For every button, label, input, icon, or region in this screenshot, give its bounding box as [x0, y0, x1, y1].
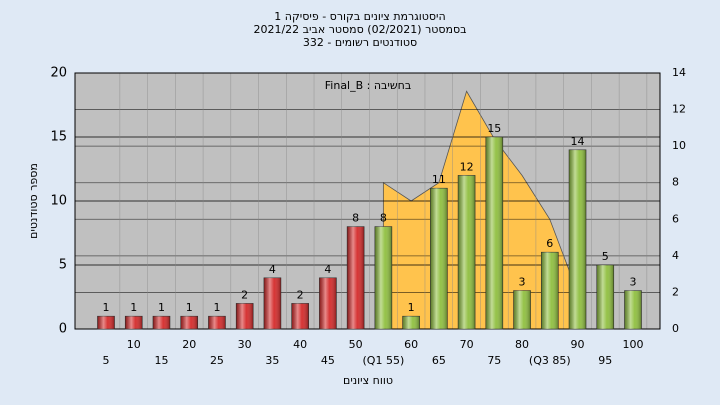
bar-shine [291, 303, 309, 329]
bar-shine [513, 290, 531, 329]
data-label: 1 [103, 301, 110, 314]
y2-tick-label: 14 [672, 66, 686, 79]
data-label: 4 [324, 263, 331, 276]
data-label: 3 [519, 276, 526, 289]
y-tick-label: 10 [50, 194, 67, 209]
bar-shine [263, 277, 281, 329]
data-label: 4 [269, 263, 276, 276]
data-label: 14 [571, 135, 585, 148]
y-axis-label: מספר סטודנטים [27, 163, 40, 239]
bar-shine [374, 226, 392, 329]
data-label: 8 [352, 212, 359, 225]
x-tick-label: 65 [432, 354, 446, 367]
x-tick-label: 5 [103, 354, 110, 367]
bar-shine [347, 226, 365, 329]
data-label: 8 [380, 212, 387, 225]
bar-shine [152, 316, 170, 329]
y2-tick-label: 2 [672, 285, 679, 298]
bar-shine [125, 316, 143, 329]
x-tick-label: 30 [238, 338, 252, 351]
data-label: 1 [213, 301, 220, 314]
data-label: 1 [130, 301, 137, 314]
y-tick-label: 20 [50, 66, 67, 81]
y2-tick-label: 10 [672, 139, 686, 152]
plot-frame [74, 72, 661, 330]
bar-shine [236, 303, 254, 329]
data-label: 2 [241, 288, 248, 301]
x-tick-label: (Q3 85) [529, 354, 571, 367]
x-tick-label: 10 [127, 338, 141, 351]
y2-tick-label: 6 [672, 212, 679, 225]
bar-shine [97, 316, 115, 329]
x-tick-label: 25 [210, 354, 224, 367]
x-tick-label: 100 [623, 338, 644, 351]
x-tick-label: 45 [321, 354, 335, 367]
chart-title: היסטוגרמת ציונים בקורס - פיסיקה 1 [274, 10, 445, 23]
bar-shine [624, 290, 642, 329]
y-tick-label: 5 [59, 258, 67, 273]
bar-shine [596, 265, 614, 329]
x-tick-label: 40 [293, 338, 307, 351]
data-label: 2 [297, 288, 304, 301]
x-tick-label: 75 [487, 354, 501, 367]
data-label: 1 [158, 301, 165, 314]
annotation: Final_B : בחשיבה [325, 79, 411, 92]
bar-shine [569, 149, 587, 329]
bar-shine [319, 277, 337, 329]
x-tick-label: 15 [154, 354, 168, 367]
data-label: 15 [487, 122, 501, 135]
x-tick-label: 60 [404, 338, 418, 351]
x-tick-label: 20 [182, 338, 196, 351]
y2-tick-label: 8 [672, 176, 679, 189]
data-label: 5 [602, 250, 609, 263]
y-tick-label: 15 [50, 130, 67, 145]
data-label: 3 [630, 276, 637, 289]
x-tick-label: 70 [460, 338, 474, 351]
data-label: 1 [186, 301, 193, 314]
x-tick-label: 80 [515, 338, 529, 351]
data-label: 6 [546, 237, 553, 250]
bar-shine [402, 316, 420, 329]
x-tick-label: (Q1 55) [363, 354, 405, 367]
chart-subtitle: בסמסטר (02/2021) סמסטר אביב 2021/22 [253, 23, 466, 36]
bar-shine [180, 316, 198, 329]
bar-shine [430, 188, 448, 329]
bar-shine [541, 252, 559, 329]
data-label: 1 [408, 301, 415, 314]
y2-tick-label: 12 [672, 103, 686, 116]
bar-shine [485, 137, 503, 329]
x-axis-label: טווח ציונים [343, 374, 393, 387]
bar-shine [208, 316, 226, 329]
y2-tick-label: 4 [672, 249, 679, 262]
bar-shine [458, 175, 476, 329]
x-tick-label: 90 [571, 338, 585, 351]
x-tick-label: 35 [265, 354, 279, 367]
chart-subtitle: סטודנטים רשומים - 332 [303, 36, 417, 49]
x-tick-label: 95 [598, 354, 612, 367]
data-label: 11 [432, 173, 446, 186]
x-tick-label: 50 [349, 338, 363, 351]
y-tick-label: 0 [59, 322, 67, 337]
y2-tick-label: 0 [672, 322, 679, 335]
data-label: 12 [460, 160, 474, 173]
